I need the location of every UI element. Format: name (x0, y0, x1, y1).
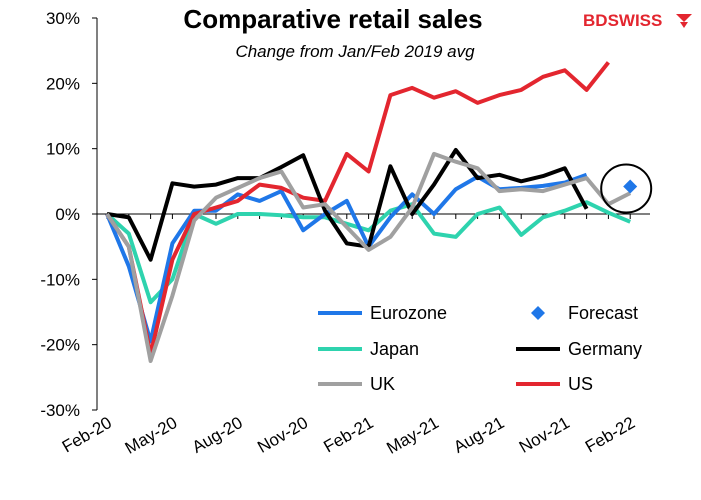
y-tick-label: 0% (55, 205, 80, 224)
legend-label-eurozone: Eurozone (370, 303, 447, 323)
brand-logo: BDSWISS (583, 11, 692, 30)
legend-label-germany: Germany (568, 339, 642, 359)
x-tick-label: Nov-21 (516, 413, 573, 457)
chart-subtitle: Change from Jan/Feb 2019 avg (235, 42, 475, 61)
y-tick-label: -20% (40, 336, 80, 355)
legend-label-forecast: Forecast (568, 303, 638, 323)
series-layer (105, 61, 638, 363)
y-tick-label: -10% (40, 270, 80, 289)
legend-label-japan: Japan (370, 339, 419, 359)
x-tick-label: Aug-20 (189, 413, 246, 457)
series-line-uk (105, 151, 632, 363)
x-tick-label: Aug-21 (450, 413, 507, 457)
legend-label-us: US (568, 374, 593, 394)
brand-arrow-icon (676, 14, 692, 28)
forecast-marker (623, 179, 638, 194)
y-tick-label: -30% (40, 401, 80, 420)
y-tick-label: 20% (46, 74, 80, 93)
x-tick-label: Nov-20 (254, 413, 311, 457)
x-tick-label: Feb-22 (582, 413, 638, 456)
forecast-highlight-circle (600, 163, 653, 214)
chart-legend: Eurozone Forecast Japan Germany UK US (318, 303, 642, 394)
chart-axes: -30%-20%-10%0%10%20%30%Feb-20 May-20 Aug-2… (40, 9, 650, 458)
chart-title: Comparative retail sales (183, 4, 482, 34)
svg-text:BDSWISS: BDSWISS (583, 11, 662, 30)
series-line-germany (106, 148, 589, 262)
series-line-us (105, 61, 610, 357)
x-tick-label: Feb-21 (320, 413, 376, 456)
brand-logo-part2: SWISS (608, 11, 663, 30)
x-tick-label: May-20 (122, 413, 181, 458)
y-tick-label: 30% (46, 9, 80, 28)
x-tick-label: May-21 (383, 413, 442, 458)
legend-marker-forecast (531, 306, 545, 320)
y-tick-label: 10% (46, 140, 80, 159)
legend-label-uk: UK (370, 374, 395, 394)
brand-logo-part1: BD (583, 11, 608, 30)
